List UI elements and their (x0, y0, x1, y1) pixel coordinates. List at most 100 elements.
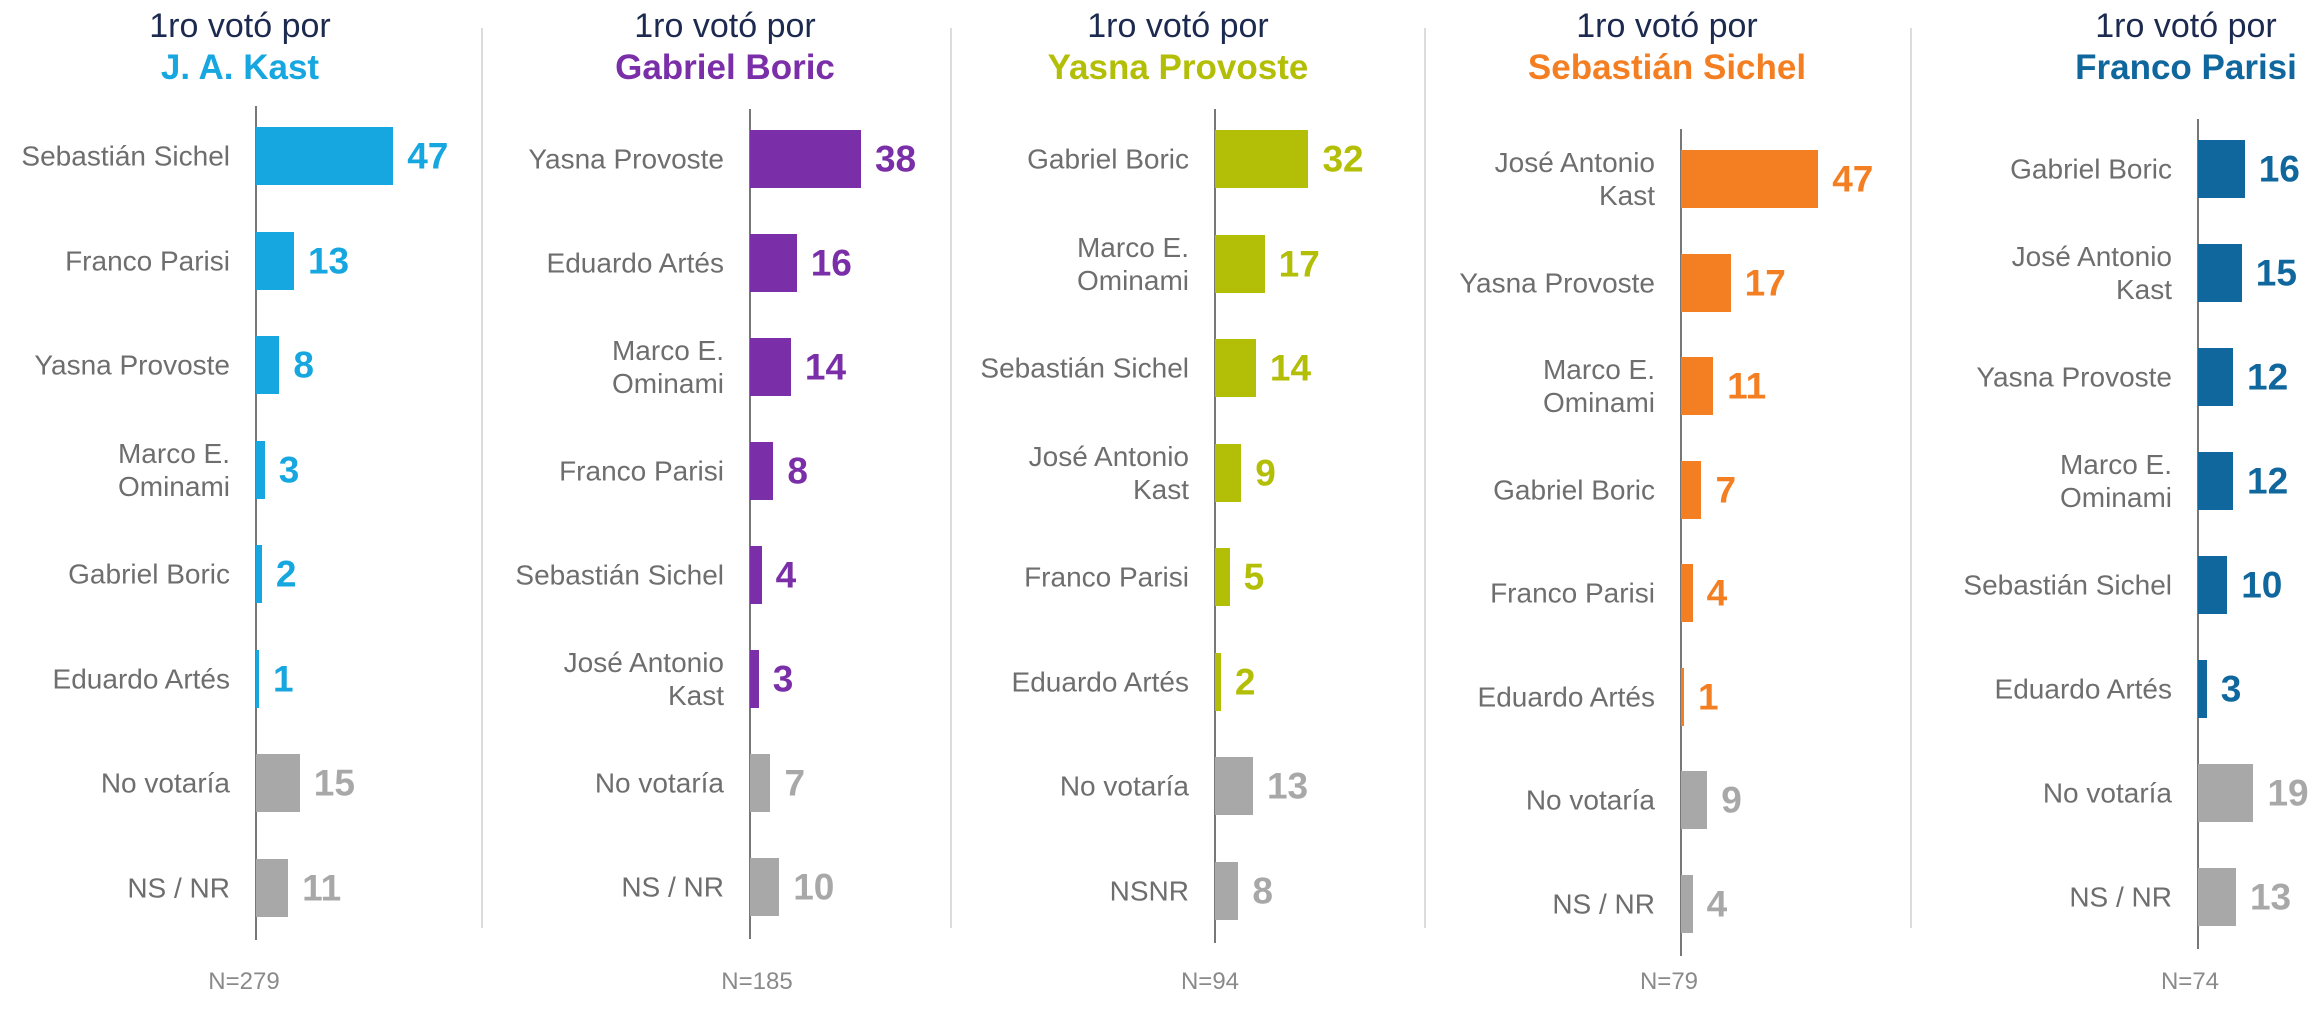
bar (1681, 874, 1693, 933)
data-label: 1 (1698, 676, 1719, 717)
data-label: 10 (793, 866, 835, 908)
bar (2198, 348, 2234, 406)
category-label: Eduardo Artés (1994, 673, 2172, 705)
bar (1215, 234, 1265, 293)
category-label: No votaría (100, 767, 230, 799)
panel-separator (1910, 28, 1912, 928)
bar (750, 338, 791, 396)
data-label: 11 (1727, 365, 1767, 407)
title-candidate-name: Gabriel Boric (615, 48, 835, 88)
data-label: 16 (810, 242, 852, 284)
bar (2198, 452, 2234, 510)
data-label: 2 (275, 553, 297, 595)
bar (2198, 764, 2254, 822)
bar (2198, 556, 2228, 614)
title-candidate-name: Franco Parisi (2075, 48, 2297, 88)
category-label: Gabriel Boric (1493, 473, 1655, 505)
bar (256, 545, 262, 603)
sample-size-label: N=94 (1180, 968, 1240, 995)
bar (1215, 130, 1309, 188)
sample-size-label: N=79 (1639, 968, 1699, 995)
bar (1215, 757, 1253, 815)
category-axis-line (255, 106, 257, 940)
bar (1681, 253, 1731, 312)
data-label: 15 (2255, 252, 2297, 294)
category-label: NS / NR (2069, 881, 2172, 913)
category-label: Gabriel Boric (68, 558, 230, 590)
category-label: Eduardo Artés (1011, 665, 1189, 697)
category-label: Yasna Provoste (1976, 361, 2172, 393)
bar (750, 754, 771, 812)
bar (256, 649, 259, 708)
data-label: 7 (1715, 469, 1737, 510)
bar (1215, 443, 1242, 502)
data-label: 5 (1243, 556, 1265, 598)
category-label: Yasna Provoste (1459, 266, 1655, 298)
panel-separator (481, 28, 483, 928)
data-label: 12 (2247, 460, 2289, 502)
category-label: Yasna Provoste (34, 349, 230, 381)
data-label: 15 (313, 762, 355, 804)
bar (1681, 150, 1819, 208)
bar (750, 650, 759, 708)
bar (2198, 660, 2207, 718)
data-label: 9 (1255, 452, 1276, 493)
data-label: 9 (1721, 779, 1742, 821)
bar (1215, 861, 1239, 920)
panel-separator (1424, 28, 1426, 928)
data-label: 3 (772, 658, 794, 700)
data-label: 19 (2267, 772, 2309, 814)
sample-size-label: N=279 (208, 968, 280, 995)
category-label: Franco Parisi (1024, 561, 1189, 593)
title-prefix: 1ro votó por (2095, 7, 2277, 45)
category-label: Marco E. Ominami (611, 334, 724, 399)
title-prefix: 1ro votó por (1576, 7, 1758, 45)
panel-title: 1ro votó por Yasna Provoste (948, 6, 1408, 90)
category-label: No votaría (1059, 770, 1189, 802)
bar (1681, 771, 1708, 829)
panel-title: 1ro votó por Gabriel Boric (495, 6, 955, 90)
category-label: Franco Parisi (1490, 577, 1655, 609)
data-label: 17 (1744, 262, 1786, 303)
category-label: No votaría (1525, 784, 1655, 816)
data-label: 3 (278, 449, 300, 490)
category-label: Eduardo Artés (1477, 680, 1655, 712)
title-prefix: 1ro votó por (634, 7, 816, 45)
bar (1215, 652, 1221, 711)
data-label: 3 (2220, 668, 2242, 710)
category-label: José Antonio Kast (2011, 240, 2172, 305)
data-label: 1 (273, 658, 294, 699)
category-label: Sebastián Sichel (1963, 569, 2172, 601)
bar (1681, 667, 1684, 726)
data-label: 14 (1269, 347, 1312, 389)
category-axis-line (1680, 129, 1682, 956)
category-label: Franco Parisi (65, 244, 230, 276)
category-label: No votaría (594, 767, 724, 799)
data-label: 47 (407, 135, 449, 177)
category-label: Sebastián Sichel (515, 559, 724, 591)
bar (1215, 339, 1256, 397)
data-label: 38 (874, 138, 917, 180)
bar (1681, 564, 1693, 622)
bar (2198, 140, 2245, 198)
category-axis-line (2197, 119, 2199, 949)
bar (750, 130, 861, 188)
category-label: Gabriel Boric (2010, 153, 2172, 185)
bar (1215, 548, 1230, 606)
data-label: 4 (1706, 572, 1728, 614)
data-label: 8 (293, 344, 314, 386)
category-label: Sebastián Sichel (980, 352, 1189, 384)
category-label: José Antonio Kast (1028, 440, 1189, 505)
category-label: Sebastián Sichel (21, 140, 230, 172)
sample-size-label: N=74 (2160, 968, 2220, 995)
title-prefix: 1ro votó por (149, 7, 331, 45)
category-label: José Antonio Kast (563, 646, 724, 711)
title-candidate-name: Sebastián Sichel (1527, 48, 1807, 88)
title-candidate-name: J. A. Kast (160, 48, 320, 88)
bar (750, 546, 762, 604)
title-candidate-name: Yasna Provoste (1047, 48, 1309, 88)
